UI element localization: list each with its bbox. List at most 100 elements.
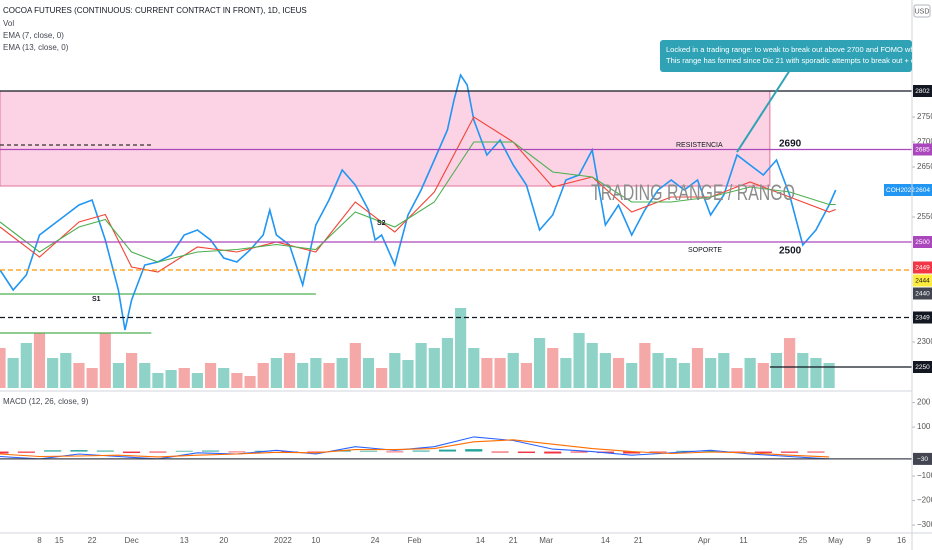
bar (415, 343, 427, 388)
bar (517, 451, 535, 454)
bar (349, 343, 361, 388)
level-box (913, 85, 932, 97)
bar (0, 451, 9, 454)
callout-box (660, 40, 912, 72)
bar (691, 348, 704, 388)
bar (336, 358, 348, 388)
bar (60, 353, 72, 388)
bar (770, 353, 783, 388)
y-tick-label: 2700 (917, 137, 932, 146)
bar (17, 451, 35, 453)
bar (310, 358, 322, 388)
level-label: 2250 (915, 364, 930, 371)
x-tick-label: 11 (739, 536, 748, 545)
x-tick-label: 9 (866, 536, 871, 545)
bar (665, 358, 677, 388)
bar (612, 358, 625, 388)
bar (270, 358, 282, 388)
bar (675, 450, 693, 452)
y-tick-label: −200 (917, 496, 932, 505)
x-tick-label: 8 (37, 536, 42, 545)
bar (70, 450, 88, 452)
bar (20, 343, 32, 388)
x-tick-label: 24 (371, 536, 380, 545)
bar (44, 450, 62, 452)
bar (231, 373, 243, 388)
annotation: TRADING RANGE / RANGO (591, 180, 795, 205)
volume-label: Vol (3, 19, 14, 28)
level-label: 2449 (915, 265, 930, 272)
bar (702, 450, 720, 452)
x-tick-label: 22 (88, 536, 97, 545)
bar (491, 451, 509, 453)
bar (547, 348, 559, 388)
bar (218, 368, 230, 388)
bar (175, 450, 193, 452)
bar (560, 358, 572, 388)
level-box (913, 361, 932, 373)
bar (244, 376, 256, 388)
line-series (0, 436, 830, 460)
bar (797, 353, 809, 388)
bar (149, 451, 167, 453)
callout-text: This range has formed since Dic 21 with … (666, 56, 932, 65)
bar (678, 363, 690, 388)
line-series (0, 141, 836, 263)
y-tick-label: 2300 (917, 337, 932, 346)
bar (626, 363, 638, 388)
front-layer: 8 15 22 Dec 13 20 2022 10 24 Feb 14 21 Mar 14 21 Apr 11 2… (37, 85, 932, 545)
bar (47, 358, 59, 388)
level-box (913, 236, 932, 248)
mid-layer (0, 73, 912, 460)
callout-pointer (736, 69, 791, 153)
macd-label: MACD (12, 26, close, 9) (3, 397, 89, 406)
bar (586, 343, 598, 388)
callout-text: Locked in a trading range: to weak to br… (666, 45, 932, 54)
x-tick-label: 15 (55, 536, 64, 545)
y-tick-label: 2550 (917, 212, 932, 221)
bar (402, 360, 414, 388)
bar (441, 338, 454, 388)
bar (323, 363, 335, 388)
bar (202, 450, 220, 452)
currency: USD (915, 8, 930, 15)
bar (728, 451, 746, 453)
bar (376, 368, 388, 388)
bar (507, 353, 519, 388)
bar (7, 358, 19, 388)
x-tick-label: 14 (601, 536, 610, 545)
bar (455, 308, 467, 388)
bar (705, 358, 717, 388)
bar (307, 451, 325, 453)
annotations: RESISTENCIA 2690 TRADING RANGE / RANGO S… (92, 40, 932, 303)
bar (520, 363, 532, 388)
x-tick-label: 21 (509, 536, 518, 545)
y-tick-label: 2650 (917, 162, 932, 171)
annotation: SOPORTE (688, 247, 722, 254)
annotation: RESISTENCIA (676, 142, 723, 149)
chart-title: COCOA FUTURES (CONTINUOUS: CURRENT CONTR… (3, 6, 307, 15)
bar (112, 363, 125, 388)
x-tick-label: 21 (634, 536, 643, 545)
line-series (0, 116, 836, 273)
bar (204, 363, 217, 388)
level-box (913, 311, 932, 324)
bar (731, 368, 743, 388)
currency-box[interactable] (913, 4, 931, 18)
callout-clip: Locked in a trading range: to weak to br… (666, 45, 932, 65)
level-label: 2685 (915, 147, 930, 154)
bar (123, 451, 141, 454)
bar (96, 450, 114, 452)
bar (744, 358, 756, 388)
annotation: 2690 (779, 139, 802, 150)
line-series (0, 439, 830, 458)
bar (73, 363, 85, 388)
bar (126, 353, 138, 388)
bar (481, 358, 493, 388)
bar (428, 348, 440, 388)
level-label: −30 (917, 456, 928, 463)
level-label: 2444 (915, 278, 930, 285)
bar (781, 451, 799, 453)
x-tick-label: 10 (311, 536, 320, 545)
bar (823, 363, 835, 388)
